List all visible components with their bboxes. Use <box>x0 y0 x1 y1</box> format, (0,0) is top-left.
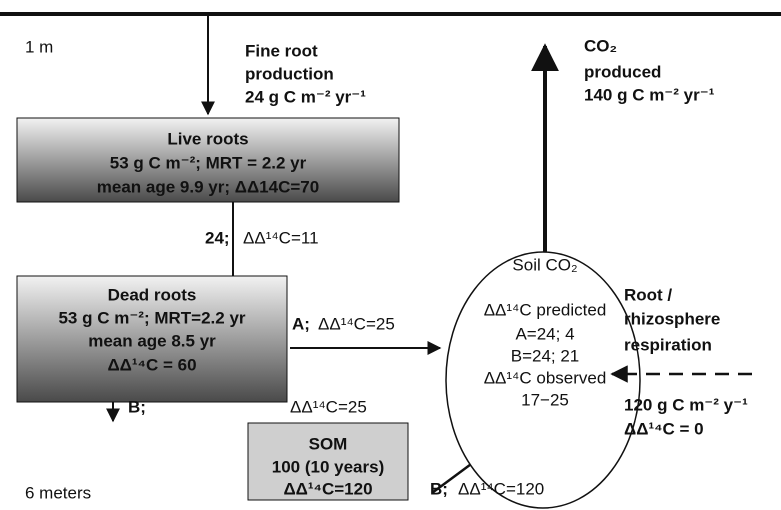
dead-roots-box <box>16 275 288 403</box>
label: respiration <box>624 335 712 354</box>
label: ΔΔ¹⁴C=120 <box>458 479 544 498</box>
label: Fine root <box>245 41 318 60</box>
depth-label: 1 m <box>25 37 53 56</box>
label: CO₂ <box>584 36 617 55</box>
label: ΔΔ¹⁴C=25 <box>290 397 367 416</box>
box-text: 53 g C m⁻²; MRT=2.2 yr <box>58 308 245 327</box>
live-roots-box <box>16 117 400 203</box>
label: rhizosphere <box>624 309 720 328</box>
label: ΔΔ¹⁴C=11 <box>243 228 319 247</box>
label: Root / <box>624 285 672 304</box>
box-text: SOM <box>309 434 348 453</box>
ellipse-text: ΔΔ¹⁴C predicted <box>484 300 607 319</box>
ellipse-text: 17−25 <box>521 390 569 409</box>
label: 24 g C m⁻² yr⁻¹ <box>245 87 366 106</box>
flux: B; <box>430 479 448 498</box>
ellipse-text: Soil CO₂ <box>512 255 577 274</box>
box-text: ΔΔ¹⁴C=120 <box>283 479 372 498</box>
box-text: mean age 9.9 yr; ΔΔ14C=70 <box>97 177 319 196</box>
label: produced <box>584 62 661 81</box>
flux: B; <box>128 397 146 416</box>
box-text: 100 (10 years) <box>272 457 384 476</box>
box-text: Dead roots <box>108 285 197 304</box>
box-text: mean age 8.5 yr <box>88 331 216 350</box>
label: 120 g C m⁻² y⁻¹ <box>624 395 748 414</box>
ellipse-text: A=24; 4 <box>515 324 574 343</box>
som-box <box>247 422 409 501</box>
ellipse-text: ΔΔ¹⁴C observed <box>484 368 607 387</box>
ellipse-text: B=24; 21 <box>511 346 580 365</box>
box-text: 53 g C m⁻²; MRT = 2.2 yr <box>110 153 307 172</box>
box-text: Live roots <box>167 129 248 148</box>
flux: 24; <box>205 228 230 247</box>
label: ΔΔ¹⁴C = 0 <box>624 419 704 438</box>
label: 140 g C m⁻² yr⁻¹ <box>584 85 715 104</box>
depth-label: 6 meters <box>25 483 91 502</box>
flux: A; <box>292 314 310 333</box>
label: production <box>245 64 334 83</box>
label: ΔΔ¹⁴C=25 <box>318 314 395 333</box>
box-text: ΔΔ¹⁴C = 60 <box>107 355 196 374</box>
